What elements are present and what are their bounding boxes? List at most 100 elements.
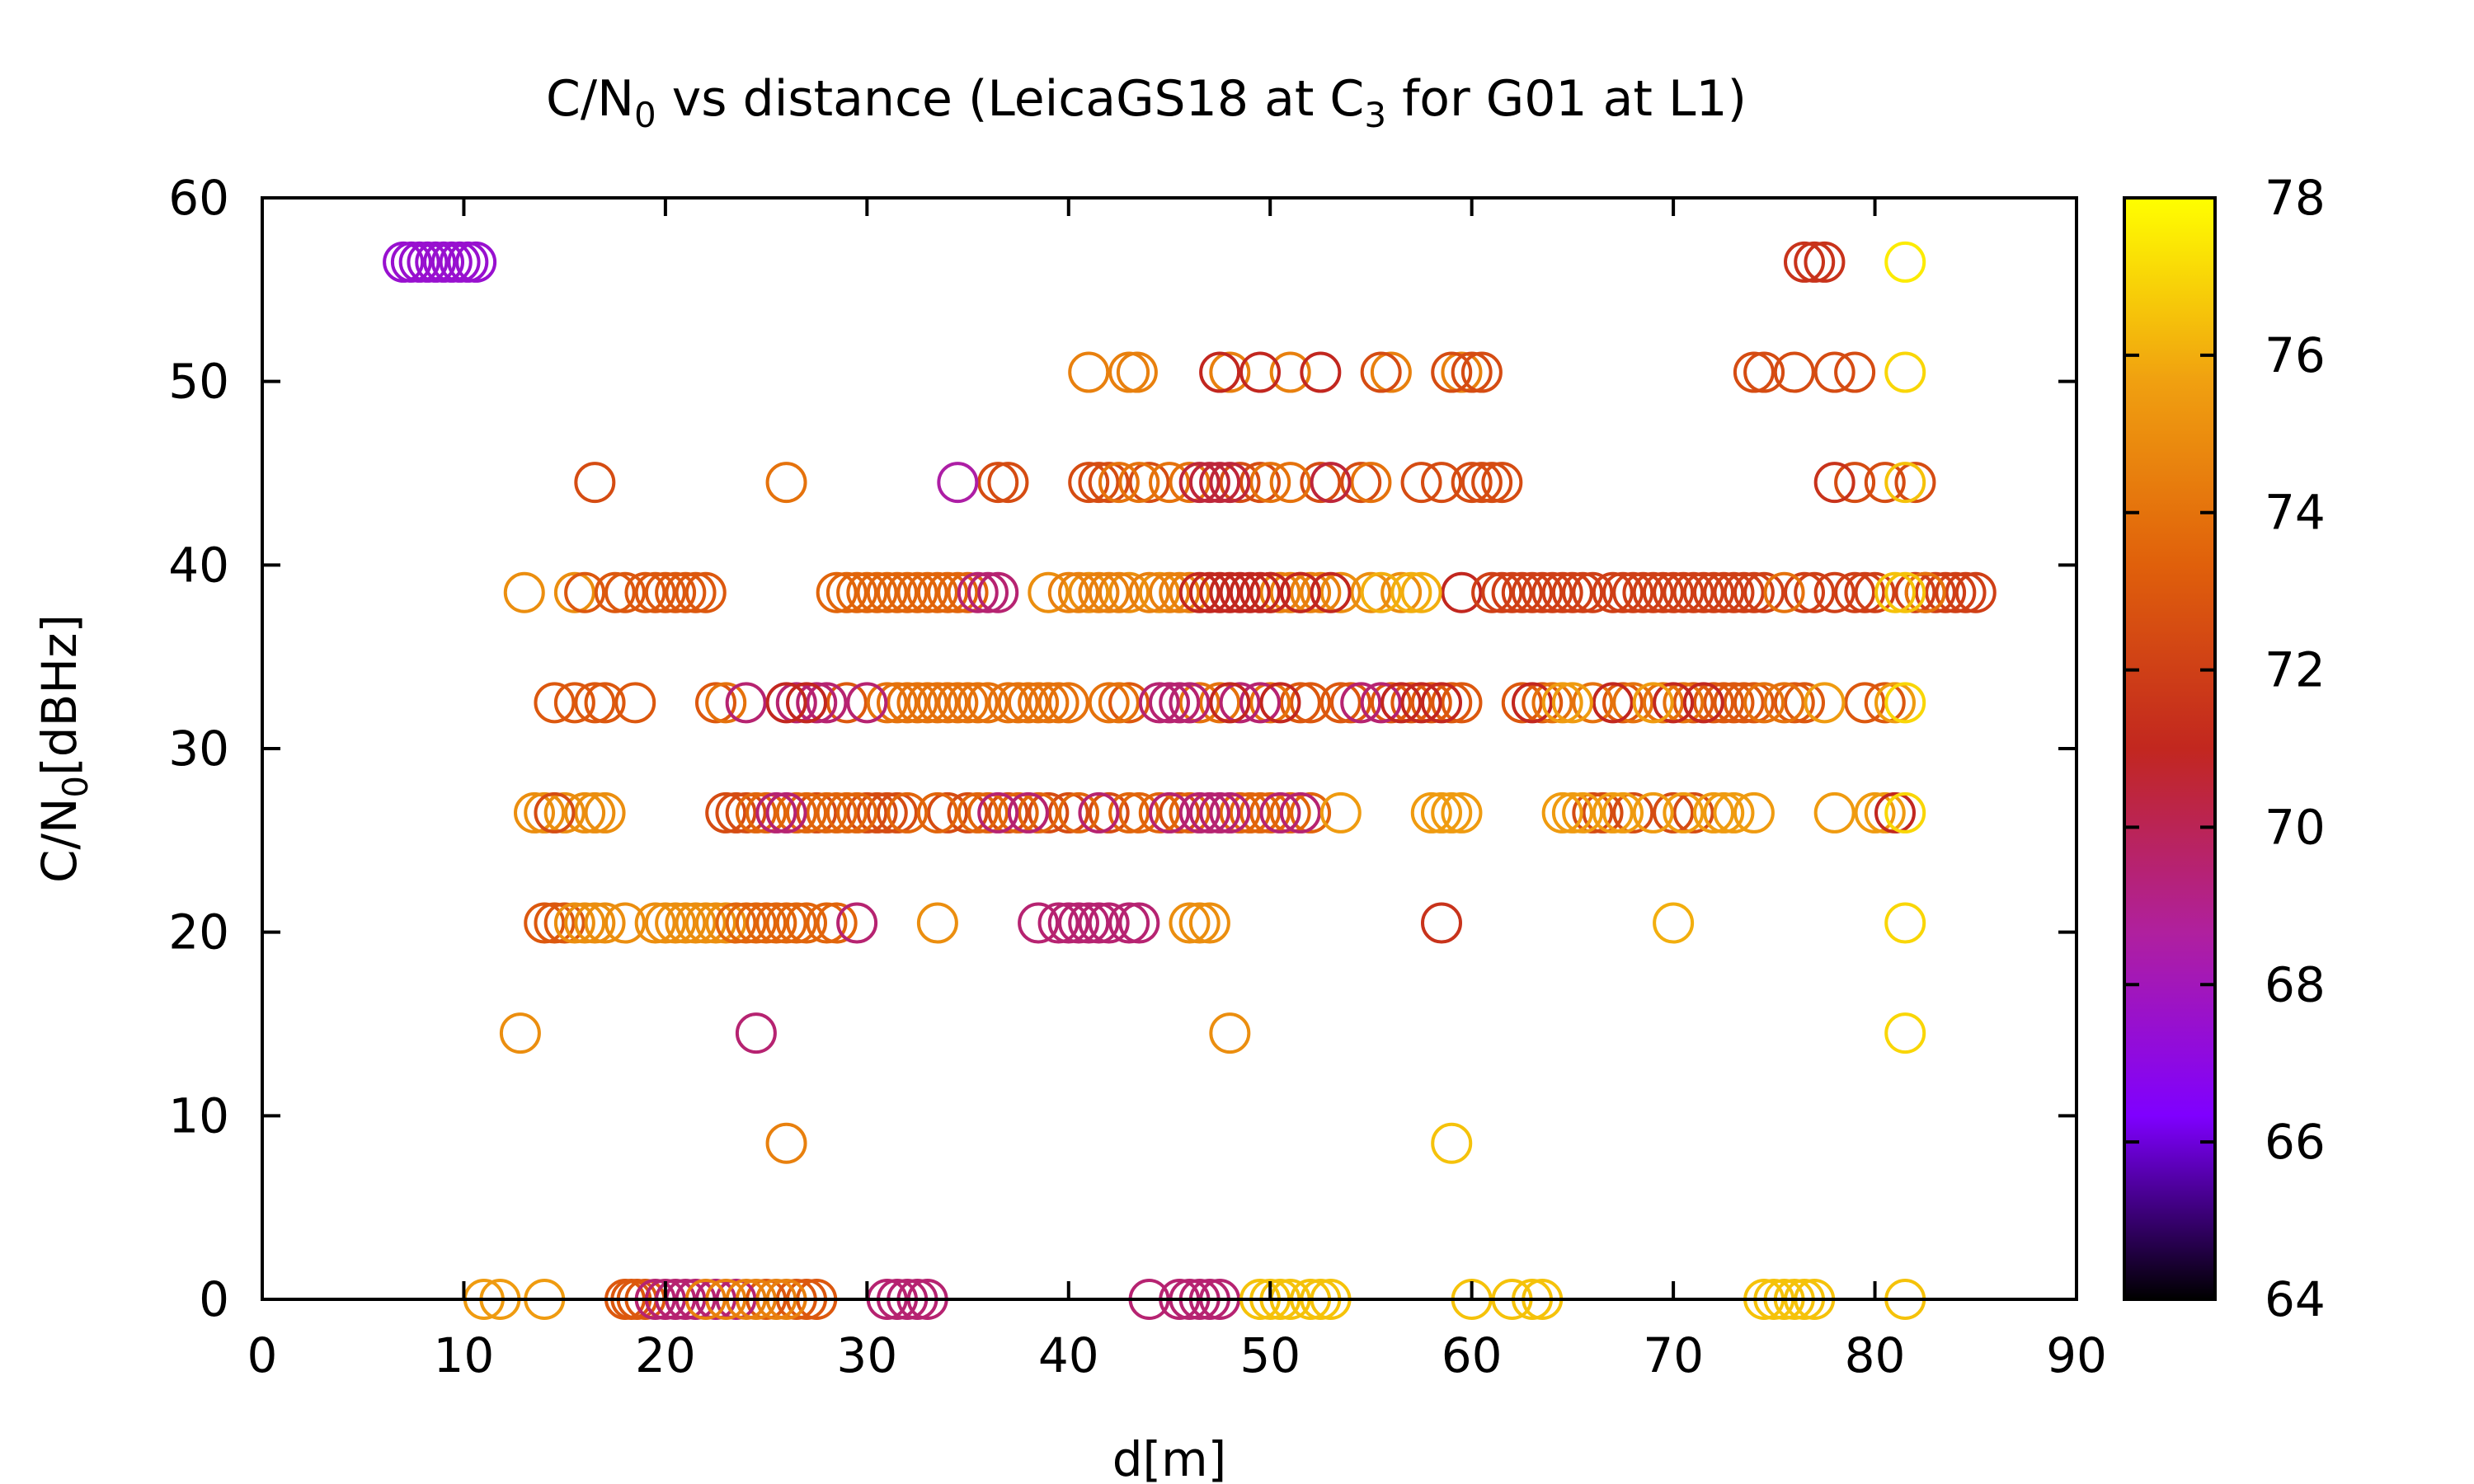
data-point [543, 902, 586, 944]
data-point [1028, 682, 1070, 724]
data-point [604, 571, 646, 613]
data-point [1693, 571, 1734, 613]
data-point [1622, 571, 1664, 613]
data-point [1512, 571, 1553, 613]
data-point [534, 682, 576, 724]
data-point [1441, 571, 1483, 613]
data-point [1138, 682, 1180, 724]
data-point [1884, 682, 1926, 724]
data-point [1239, 791, 1281, 834]
data-point [584, 791, 626, 834]
data-point [624, 571, 666, 613]
data-point [1784, 682, 1825, 724]
data-point [1551, 791, 1593, 834]
data-point [634, 571, 676, 613]
data-point [1632, 571, 1674, 613]
data-point [1350, 462, 1392, 504]
data-point [1199, 571, 1241, 613]
data-point [866, 791, 908, 834]
data-point [1310, 462, 1352, 504]
data-point [1340, 682, 1382, 724]
data-point [1884, 241, 1926, 283]
title-subscript-0: 0 [634, 95, 656, 135]
data-point [806, 682, 848, 724]
colorbar-tick-label: 68 [2265, 956, 2326, 1012]
data-point [1068, 571, 1110, 613]
x-axis: 0 10 20 30 40 50 60 70 80 90 [247, 198, 2107, 1383]
data-point [1481, 571, 1523, 613]
data-point [1088, 571, 1130, 613]
data-point [553, 902, 595, 944]
data-point [1562, 571, 1604, 613]
data-point [634, 902, 676, 944]
data-point [1733, 791, 1775, 834]
data-point [1239, 351, 1281, 393]
data-point [695, 682, 736, 724]
data-point [524, 791, 566, 834]
data-point [1884, 791, 1926, 834]
data-point [1410, 791, 1452, 834]
data-point [1290, 682, 1332, 724]
data-point [1018, 682, 1060, 724]
data-point [1149, 682, 1190, 724]
data-point [1239, 682, 1281, 724]
data-point [1350, 571, 1392, 613]
data-point [1279, 571, 1321, 613]
data-point [1925, 571, 1967, 613]
data-point [715, 902, 757, 944]
data-point [1522, 682, 1564, 724]
data-point [977, 571, 1019, 613]
data-point [543, 791, 586, 834]
y-tick-label: 30 [168, 721, 229, 777]
data-point [1512, 682, 1553, 724]
data-point [836, 791, 878, 834]
data-point [1400, 462, 1442, 504]
data-point [927, 571, 969, 613]
x-tick-label: 40 [1038, 1327, 1099, 1383]
data-point [1421, 682, 1462, 724]
data-point [1632, 682, 1674, 724]
data-point [1249, 682, 1291, 724]
data-point [1370, 682, 1412, 724]
data-point [1612, 571, 1654, 613]
data-point [947, 571, 989, 613]
data-point [997, 682, 1039, 724]
data-point [574, 791, 616, 834]
data-point [1813, 462, 1856, 504]
data-point [1108, 791, 1150, 834]
data-point [1531, 571, 1573, 613]
data-point [553, 682, 595, 724]
y-tick-label: 20 [168, 904, 229, 960]
data-point [816, 571, 858, 613]
data-point [1108, 902, 1150, 944]
data-point [1703, 682, 1745, 724]
data-point [927, 791, 969, 834]
data-point [916, 571, 958, 613]
data-point [887, 682, 929, 724]
colorbar-tick-label: 76 [2265, 327, 2326, 383]
colorbar-tick-label: 74 [2265, 485, 2326, 541]
data-point [1672, 682, 1714, 724]
data-point [1894, 462, 1936, 504]
data-point [1178, 462, 1221, 504]
data-point [1390, 571, 1432, 613]
data-point [1541, 571, 1583, 613]
data-point [1108, 571, 1150, 613]
x-tick-label: 20 [635, 1327, 696, 1383]
data-point [1612, 682, 1654, 724]
data-point [655, 571, 697, 613]
data-point [684, 902, 727, 944]
data-point [1935, 571, 1977, 613]
data-point [1653, 791, 1695, 834]
data-point [1884, 351, 1926, 393]
data-point [877, 682, 918, 724]
data-point [1380, 571, 1423, 613]
data-point [1894, 571, 1936, 613]
data-point [1239, 462, 1281, 504]
data-point [604, 902, 646, 944]
data-point [1209, 351, 1251, 393]
data-point [1632, 791, 1674, 834]
data-point [846, 571, 888, 613]
data-point [896, 682, 938, 724]
data-point [927, 682, 969, 724]
